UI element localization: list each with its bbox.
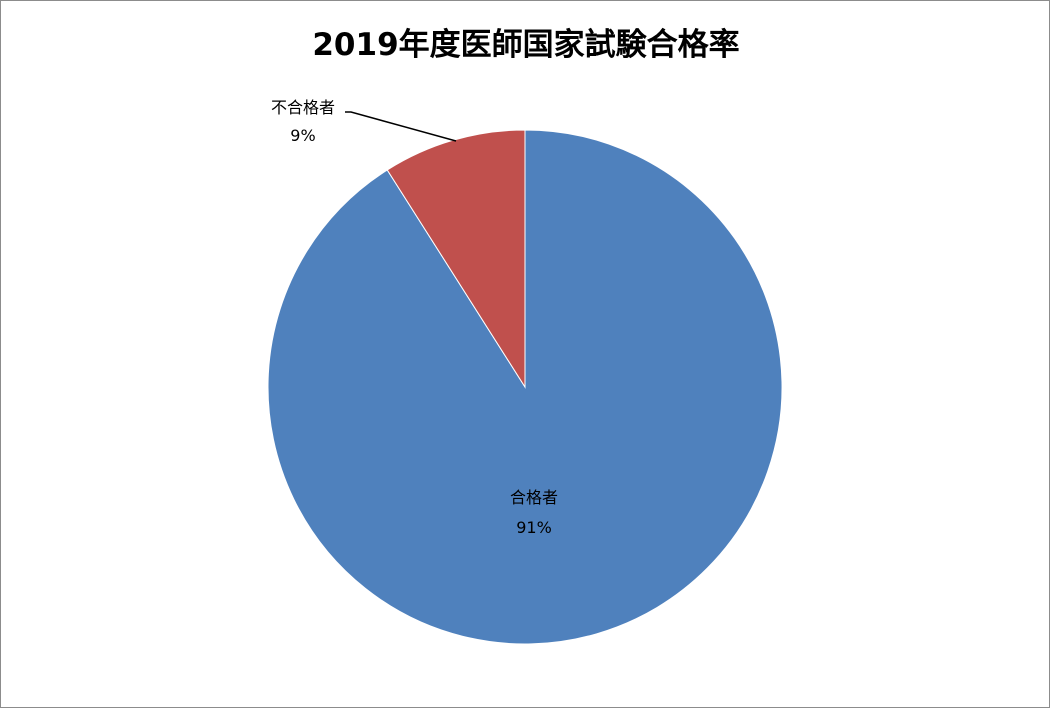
chart-title: 2019年度医師国家試験合格率	[312, 27, 740, 63]
data-label-fail-value: 9%	[290, 126, 315, 145]
pie-slices	[267, 129, 783, 645]
data-label-pass-category: 合格者	[510, 488, 558, 507]
pie-labels: 合格者 91% 不合格者 9%	[271, 98, 558, 537]
leader-line-fail	[345, 111, 457, 142]
data-label-pass-value: 91%	[516, 518, 552, 537]
data-label-fail-category: 不合格者	[271, 98, 335, 117]
